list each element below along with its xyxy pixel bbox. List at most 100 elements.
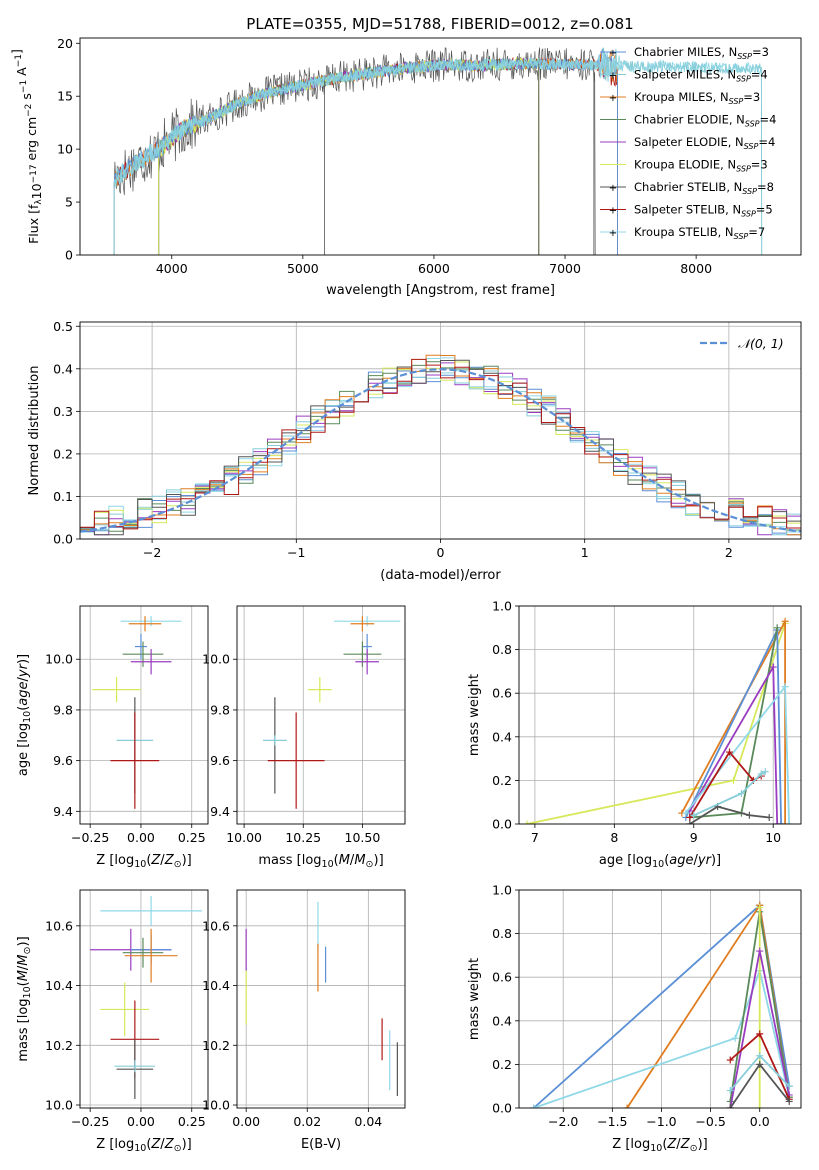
y-tick-label: 9.6 xyxy=(53,753,73,768)
x-tick-label: 8000 xyxy=(680,261,712,276)
figure-title: PLATE=0355, MJD=51788, FIBERID=0012, z=0… xyxy=(246,15,633,33)
weight-marker xyxy=(756,1104,764,1108)
weight-marker xyxy=(686,813,694,821)
y-tick-label: 9.4 xyxy=(210,804,230,819)
x-tick-label: −2 xyxy=(143,545,161,560)
legend-label: Chabrier ELODIE, NSSP=4 xyxy=(634,113,776,129)
legend-label: Salpeter STELIB, NSSP=5 xyxy=(634,203,773,219)
x-tick-label: 6000 xyxy=(418,261,450,276)
y-tick-label: 0.6 xyxy=(492,970,512,985)
y-axis-label: mass weight xyxy=(467,674,482,756)
axes-frame xyxy=(236,889,406,1109)
y-tick-label: 0.8 xyxy=(492,642,512,657)
weight-line xyxy=(689,663,779,824)
legend-marker: + xyxy=(609,93,617,104)
x-tick-label: 0.00 xyxy=(127,1114,155,1129)
x-tick-label: 5000 xyxy=(287,261,319,276)
weight-marker xyxy=(523,820,531,824)
x-tick-label: 10.50 xyxy=(345,830,381,845)
y-tick-label: 9.6 xyxy=(210,753,230,768)
y-tick-label: 0 xyxy=(65,248,73,263)
weight-marker xyxy=(731,1034,739,1042)
weight-marker xyxy=(773,624,781,632)
legend-marker: + xyxy=(609,183,617,194)
x-tick-label: −0.25 xyxy=(71,1114,109,1129)
weight-marker xyxy=(690,811,698,819)
y-tick-label: 0.5 xyxy=(53,319,73,334)
plot-area xyxy=(92,616,182,809)
y-tick-label: 0.2 xyxy=(53,446,73,461)
axes-frame xyxy=(518,889,802,1109)
weight-marker xyxy=(757,770,765,778)
weight-marker xyxy=(623,1104,631,1108)
plot-area xyxy=(113,47,763,255)
weight-marker xyxy=(756,1060,764,1068)
axes-frame xyxy=(79,605,209,825)
x-tick-label: 9 xyxy=(690,830,698,845)
spectrum-line xyxy=(113,49,618,255)
x-tick-label: 0.02 xyxy=(293,1114,321,1129)
weight-marker xyxy=(785,1097,793,1105)
x-axis-label: Z [log10(Z/Z⊙)] xyxy=(96,1137,191,1154)
x-tick-label: 7000 xyxy=(549,261,581,276)
x-axis-label: age [log10(age/yr)] xyxy=(599,853,721,870)
y-tick-label: 0.4 xyxy=(53,361,73,376)
y-tick-label: 10.0 xyxy=(45,1098,73,1113)
y-tick-label: 10.6 xyxy=(45,918,73,933)
y-tick-label: 0.4 xyxy=(492,729,512,744)
weight-marker xyxy=(773,820,781,824)
y-tick-label: 0.3 xyxy=(53,404,73,419)
weight-marker xyxy=(726,1104,734,1108)
weight-marker xyxy=(726,1056,734,1064)
axes-weight-vs-age: 7 8 9 10 0.0 0.2 0.4 0.6 0.8 1.0 mass weight age [l… xyxy=(467,599,802,870)
legend-marker: + xyxy=(609,228,617,239)
y-axis-label: mass [log10(M/M⊙)] xyxy=(16,936,33,1061)
x-tick-label: 0.25 xyxy=(178,1114,206,1129)
legend-label: 𝒩(0, 1) xyxy=(738,336,784,351)
axes-spectrum: 4000 5000 6000 7000 8000 0 5 10 15 20 + Chabrier MI… xyxy=(9,36,802,298)
plot-area xyxy=(90,895,202,1100)
x-axis-label: Z [log10(Z/Z⊙)] xyxy=(96,853,191,870)
y-axis-label: mass weight xyxy=(467,958,482,1040)
axes-mass-vs-Z: −0.25 0.00 0.25 10.0 10.2 10.4 10.6 Z [log10(Z/… xyxy=(16,889,209,1154)
x-axis-label: E(B-V) xyxy=(301,1137,341,1152)
legend-label: Kroupa ELODIE, NSSP=3 xyxy=(634,158,768,174)
histogram-series xyxy=(80,358,801,530)
weight-marker xyxy=(530,1104,538,1108)
weight-marker xyxy=(756,947,764,955)
weight-marker xyxy=(765,813,773,821)
axes-weight-vs-Z: −2.0 −1.5 −1.0 −0.5 0.0 0.0 0.2 0.4 0.6 0.8 1.0 mas… xyxy=(467,883,802,1154)
axes-frame xyxy=(79,889,209,1109)
y-axis-label: Normed distribution xyxy=(27,366,42,496)
legend-label: Salpeter ELODIE, NSSP=4 xyxy=(634,135,775,151)
axes-frame xyxy=(79,37,802,256)
plot-area xyxy=(80,354,801,536)
y-tick-label: 1.0 xyxy=(492,599,512,614)
normal-curve xyxy=(80,368,801,533)
x-tick-label: 0 xyxy=(437,545,445,560)
plot-area xyxy=(245,901,398,1097)
x-tick-label: 4000 xyxy=(156,261,188,276)
y-tick-label: 5 xyxy=(65,195,73,210)
axes-mass-vs-EBV: 0.00 0.02 0.04 10.0 10.2 10.4 10.6 E(B-V) xyxy=(202,889,406,1152)
y-tick-label: 0.1 xyxy=(53,489,73,504)
plot-area xyxy=(263,616,401,809)
y-axis-label: Flux [fλ10−17 erg cm−2 s−1 A−1] xyxy=(9,49,44,244)
x-tick-label: −1.5 xyxy=(597,1114,627,1129)
weight-marker xyxy=(756,1030,764,1038)
y-tick-label: 10.0 xyxy=(45,652,73,667)
y-tick-label: 0.2 xyxy=(492,1057,512,1072)
weight-marker xyxy=(781,683,789,691)
x-tick-label: 0.25 xyxy=(178,830,206,845)
legend-marker: + xyxy=(609,71,617,82)
y-tick-label: 10.2 xyxy=(202,1038,230,1053)
x-tick-label: −1.0 xyxy=(646,1114,676,1129)
axes-age-vs-mass: 10.00 10.25 10.50 9.4 9.6 9.8 10.0 mass [log10(… xyxy=(202,605,406,870)
y-axis-label: age [log10(age/yr)] xyxy=(16,654,33,776)
spectrum-line xyxy=(158,56,540,255)
y-tick-label: 10.0 xyxy=(202,652,230,667)
spectrum-line xyxy=(113,47,763,255)
y-tick-label: 1.0 xyxy=(492,883,512,898)
y-tick-label: 0.2 xyxy=(492,773,512,788)
x-axis-label: mass [log10(M/M⊙)] xyxy=(258,853,383,870)
